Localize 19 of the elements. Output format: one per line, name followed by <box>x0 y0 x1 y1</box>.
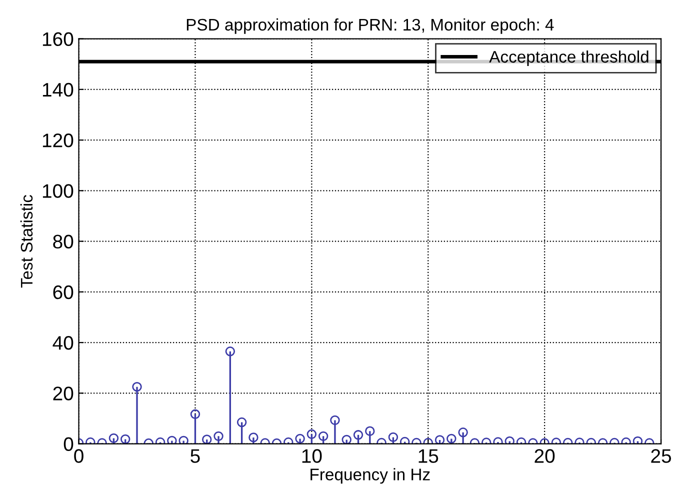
chart-title: PSD approximation for PRN: 13, Monitor epoch: 4 <box>186 18 554 34</box>
x-tick-label: 15 <box>418 449 438 463</box>
x-axis-title: Frequency in Hz <box>310 468 430 484</box>
x-tick-label: 5 <box>190 449 200 463</box>
y-tick-label: 0 <box>64 437 74 452</box>
y-tick-label: 100 <box>42 184 74 198</box>
y-tick-label: 120 <box>42 134 74 148</box>
y-tick-label: 40 <box>52 336 74 350</box>
y-tick-label: 80 <box>53 234 74 249</box>
legend-label: Acceptance threshold <box>489 50 648 66</box>
y-tick-label: 160 <box>42 32 74 46</box>
x-tick-label: 25 <box>651 449 672 463</box>
y-tick-label: 60 <box>53 285 74 300</box>
y-axis-title: Test Statistic <box>20 194 33 288</box>
y-tick-label: 20 <box>53 386 74 400</box>
x-tick-label: 10 <box>302 449 322 463</box>
x-tick-label: 0 <box>74 449 84 463</box>
x-tick-label: 20 <box>534 449 555 463</box>
y-tick-label: 140 <box>42 82 74 97</box>
